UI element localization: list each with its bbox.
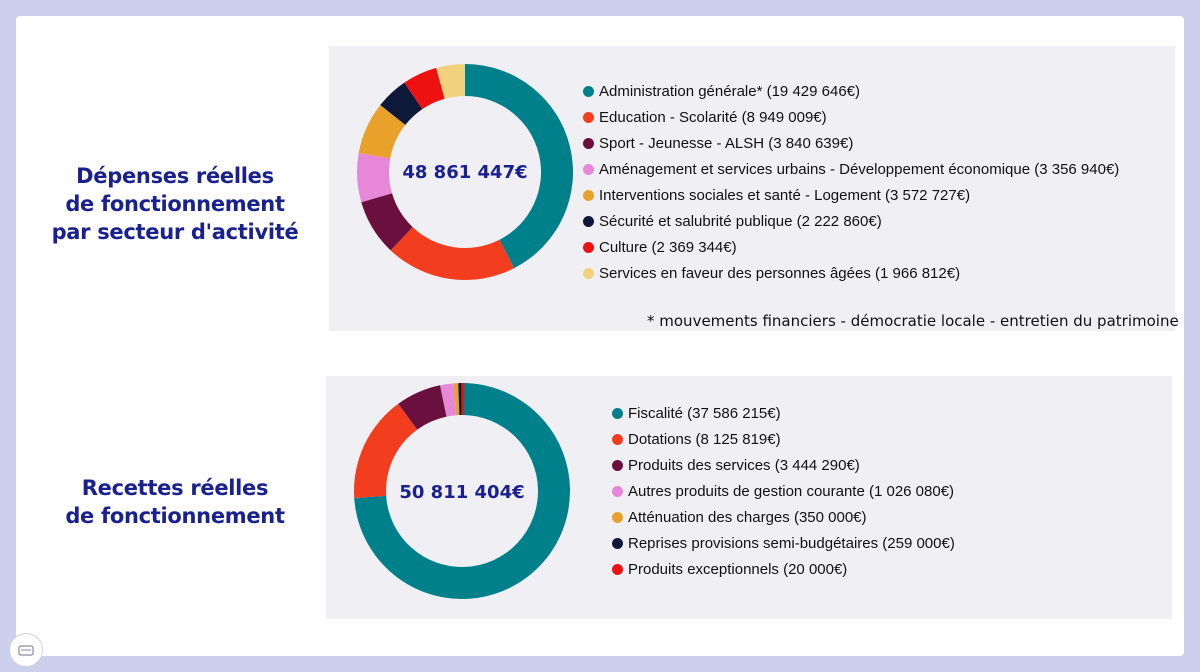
legend-dot-icon xyxy=(612,407,623,419)
legend-label: Administration générale* (19 429 646€) xyxy=(599,82,860,100)
legend-label: Culture (2 369 344€) xyxy=(599,238,737,256)
legend-dot-icon xyxy=(612,459,623,471)
legend-label: Education - Scolarité (8 949 009€) xyxy=(599,108,827,126)
donut-slice-0-6 xyxy=(404,67,445,110)
legend-label: Dotations (8 125 819€) xyxy=(628,430,781,448)
legend-item: Sécurité et salubrité publique (2 222 86… xyxy=(583,208,1119,234)
legend-item: Dotations (8 125 819€) xyxy=(612,426,955,452)
legend-dot-icon xyxy=(583,163,594,175)
donut-slice-0-1 xyxy=(390,227,514,280)
donut-slice-0-0 xyxy=(465,64,573,269)
donut-slice-1-2 xyxy=(398,385,447,430)
expenses-title: Dépenses réelles de fonctionnement par s… xyxy=(51,164,299,244)
legend-dot-icon xyxy=(583,85,594,97)
logo-glyph-icon xyxy=(18,645,34,656)
donut-slice-1-5 xyxy=(458,383,462,416)
legend-dot-icon xyxy=(583,111,594,123)
legend-dot-icon xyxy=(612,485,623,497)
legend-item: Produits exceptionnels (20 000€) xyxy=(612,556,955,582)
legend-label: Atténuation des charges (350 000€) xyxy=(628,508,867,526)
legend-label: Sport - Jeunesse - ALSH (3 840 639€) xyxy=(599,134,854,152)
legend-dot-icon xyxy=(583,241,594,253)
legend-dot-icon xyxy=(612,511,623,523)
circular-logo-icon xyxy=(9,633,43,667)
legend-dot-icon xyxy=(583,267,594,279)
legend-item: Sport - Jeunesse - ALSH (3 840 639€) xyxy=(583,130,1119,156)
legend-dot-icon xyxy=(583,137,594,149)
legend-label: Services en faveur des personnes âgées (… xyxy=(599,264,961,282)
expenses-footnote: * mouvements financiers - démocratie loc… xyxy=(647,312,1179,330)
revenues-legend: Fiscalité (37 586 215€) Dotations (8 125 … xyxy=(612,400,955,582)
legend-item: Atténuation des charges (350 000€) xyxy=(612,504,955,530)
legend-label: Autres produits de gestion courante (1 0… xyxy=(628,482,955,500)
legend-item: Education - Scolarité (8 949 009€) xyxy=(583,104,1119,130)
donut-slice-1-0 xyxy=(354,383,570,599)
legend-item: Services en faveur des personnes âgées (… xyxy=(583,260,1119,286)
legend-label: Produits des services (3 444 290€) xyxy=(628,456,860,474)
legend-dot-icon xyxy=(612,433,623,445)
legend-label: Fiscalité (37 586 215€) xyxy=(628,404,781,422)
donut-slice-1-3 xyxy=(440,383,457,417)
revenues-donut-chart: 50 811 404€ xyxy=(354,383,570,599)
legend-dot-icon xyxy=(583,215,594,227)
legend-item: Autres produits de gestion courante (1 0… xyxy=(612,478,955,504)
legend-label: Produits exceptionnels (20 000€) xyxy=(628,560,848,578)
legend-label: Sécurité et salubrité publique (2 222 86… xyxy=(599,212,882,230)
donut-slice-0-7 xyxy=(436,64,465,99)
donut-slice-0-2 xyxy=(361,193,413,251)
expenses-legend: Administration générale* (19 429 646€) Ed… xyxy=(583,78,1119,286)
expenses-donut-chart: 48 861 447€ xyxy=(357,64,573,280)
donut-slice-1-6 xyxy=(461,383,465,416)
legend-dot-icon xyxy=(583,189,594,201)
revenues-title: Recettes réelles de fonctionnement xyxy=(65,476,285,528)
legend-item: Culture (2 369 344€) xyxy=(583,234,1119,260)
donut-slice-0-3 xyxy=(357,152,393,203)
legend-label: Aménagement et services urbains - Dévelo… xyxy=(599,160,1120,178)
legend-label: Interventions sociales et santé - Logeme… xyxy=(599,186,971,204)
donut-slice-1-1 xyxy=(354,403,418,498)
donut-slice-0-4 xyxy=(358,105,406,159)
legend-dot-icon xyxy=(612,563,623,575)
expenses-total-label: 48 861 447€ xyxy=(402,162,527,183)
legend-label: Reprises provisions semi-budgétaires (25… xyxy=(628,534,955,552)
donut-slice-0-5 xyxy=(380,82,423,125)
legend-item: Reprises provisions semi-budgétaires (25… xyxy=(612,530,955,556)
legend-item: Fiscalité (37 586 215€) xyxy=(612,400,955,426)
legend-item: Interventions sociales et santé - Logeme… xyxy=(583,182,1119,208)
legend-item: Administration générale* (19 429 646€) xyxy=(583,78,1119,104)
legend-dot-icon xyxy=(612,537,623,549)
donut-slice-1-4 xyxy=(453,383,460,416)
legend-item: Produits des services (3 444 290€) xyxy=(612,452,955,478)
revenues-total-label: 50 811 404€ xyxy=(399,482,524,503)
legend-item: Aménagement et services urbains - Dévelo… xyxy=(583,156,1119,182)
